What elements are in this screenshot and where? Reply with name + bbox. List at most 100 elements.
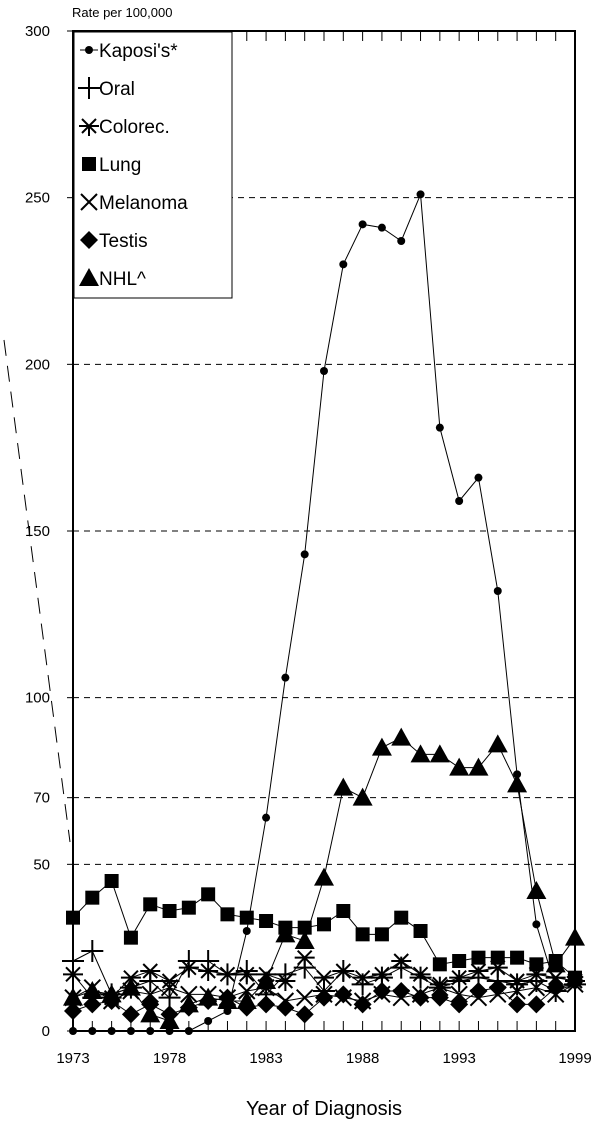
data-point [450, 985, 468, 1004]
data-point [184, 1027, 193, 1035]
data-point [410, 966, 431, 985]
data-point [239, 910, 254, 925]
data-point [527, 995, 546, 1014]
data-point [392, 982, 411, 1000]
legend-label: NHL^ [99, 269, 146, 290]
data-point [372, 982, 391, 1000]
data-point [336, 904, 351, 918]
data-point [295, 1005, 314, 1024]
data-point [566, 972, 584, 990]
legend-item: Oral [78, 77, 135, 100]
data-point [143, 897, 158, 912]
data-point [82, 157, 96, 171]
data-point [507, 973, 528, 991]
data-point [66, 910, 80, 925]
data-point [545, 969, 566, 988]
data-point [198, 963, 219, 981]
data-point [371, 737, 392, 756]
data-point [469, 982, 488, 1000]
series-square [66, 874, 582, 985]
data-point [140, 1004, 161, 1023]
data-point [198, 987, 219, 1006]
data-point [275, 924, 296, 943]
data-point [295, 988, 314, 1007]
data-point [140, 963, 161, 981]
data-point [181, 900, 196, 915]
data-point [333, 963, 354, 981]
data-point [358, 220, 367, 229]
data-point [275, 973, 296, 991]
data-point [508, 995, 527, 1014]
data-point [88, 1027, 97, 1035]
data-point [160, 978, 179, 997]
data-point [242, 927, 251, 935]
y-tick-label: 150 [25, 523, 50, 540]
data-point [314, 867, 334, 886]
data-point [371, 966, 392, 985]
data-point [391, 953, 412, 971]
data-point [159, 973, 180, 991]
data-point [510, 950, 525, 965]
data-point [83, 995, 102, 1014]
data-point [487, 734, 508, 753]
data-point [141, 985, 159, 1004]
data-point [256, 971, 277, 989]
data-point [159, 1011, 180, 1029]
data-point [487, 959, 508, 978]
data-point [474, 473, 483, 482]
legend-item: NHL^ [79, 268, 146, 290]
legend-item: Lung [82, 155, 141, 176]
data-point [508, 982, 526, 1000]
legend: Kaposi's* Oral Colorec. Lung Melanoma Testis N… [73, 31, 233, 299]
data-point [377, 223, 386, 232]
data-point [413, 924, 428, 938]
data-point [507, 774, 528, 793]
data-point [78, 77, 100, 99]
data-point [220, 907, 235, 922]
data-point [294, 949, 315, 968]
data-point [281, 673, 290, 682]
data-point [201, 887, 216, 902]
data-point [104, 874, 119, 888]
data-point [178, 959, 199, 978]
data-point [431, 978, 449, 997]
data-point [450, 995, 469, 1014]
data-point [545, 954, 566, 973]
data-point [532, 920, 541, 929]
data-point [394, 910, 409, 925]
y-tick-label: 300 [25, 23, 50, 40]
data-point [85, 46, 93, 54]
legend-item: Testis [80, 231, 148, 252]
data-point [69, 1027, 77, 1035]
data-point [391, 727, 412, 746]
data-point [80, 231, 98, 249]
data-point [468, 757, 489, 776]
data-point [432, 957, 447, 972]
data-point [411, 988, 430, 1007]
data-point [410, 744, 431, 763]
data-point [121, 1005, 140, 1024]
legend-item: Colorec. [79, 117, 170, 138]
data-point [449, 757, 470, 776]
legend-label: Lung [99, 155, 141, 176]
data-point [374, 927, 389, 942]
axis-break-mark [3, 339, 71, 843]
data-point [314, 969, 334, 988]
legend-label: Colorec. [99, 117, 170, 138]
series-layer [62, 190, 586, 1035]
data-point [80, 193, 98, 211]
data-point [416, 190, 425, 199]
legend-box [73, 31, 233, 299]
data-point [85, 890, 100, 905]
data-point [320, 367, 328, 375]
x-tick-label: 1988 [346, 1050, 379, 1067]
data-point [204, 1017, 213, 1025]
x-tick-label: 1973 [56, 1050, 89, 1067]
data-point [257, 995, 276, 1014]
data-point [452, 954, 467, 968]
data-point [197, 950, 220, 972]
data-point [339, 260, 348, 269]
legend-item: Kaposi's* [80, 41, 178, 62]
legend-label: Kaposi's* [99, 41, 178, 62]
y-tick-label: 200 [25, 356, 50, 373]
